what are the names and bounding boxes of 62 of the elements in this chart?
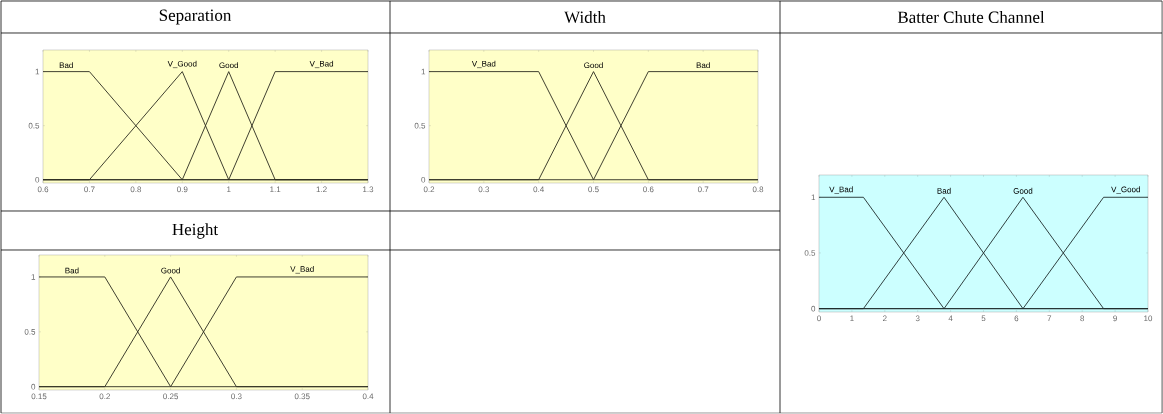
x-tick-label: 1 [850,315,854,322]
series-label: Good [584,62,603,69]
y-tick-label: 1 [31,274,36,280]
x-tick-label: 0.9 [177,186,188,193]
series-label: Good [219,62,238,69]
series-label: Good [161,267,180,274]
y-tick-label: 0 [35,176,40,183]
series-label: Bad [65,267,79,274]
y-tick-label: 0 [31,383,36,390]
series-label: V_Bad [471,60,496,69]
x-tick-label: 0.7 [697,186,709,193]
x-tick-label: 0.4 [533,186,544,193]
series-label: V_Bad [290,266,314,274]
chart-title: Batter Chute Channel [897,11,1045,23]
x-tick-label: 0.25 [163,393,179,400]
y-tick-label: 1 [811,194,816,201]
series-label: Bad [696,62,710,69]
x-tick-label: 1 [227,186,231,193]
x-tick-label: 3 [915,315,920,322]
x-tick-label: 0 [817,315,821,322]
x-tick-label: 0.8 [130,186,142,193]
x-tick-label: 0.7 [84,186,95,193]
series-label: Good [1013,187,1033,194]
series-label: V_Bad [829,186,853,194]
x-tick-label: 9 [1113,315,1117,322]
y-tick-label: 0.5 [28,122,40,129]
series-label: V_Good [1111,186,1140,194]
x-tick-label: 0.35 [294,393,310,400]
x-tick-label: 4 [948,315,953,322]
x-tick-label: 0.8 [752,186,764,193]
x-tick-label: 0.3 [231,393,242,400]
x-tick-label: 5 [981,315,986,322]
x-tick-label: 0.6 [37,186,49,193]
y-tick-label: 0.5 [804,250,816,256]
x-tick-label: 6 [1014,315,1019,322]
series-label: V_Good [167,60,197,69]
x-tick-label: 0.2 [423,186,435,193]
x-tick-label: 0.3 [478,186,490,193]
y-tick-label: 0.5 [414,122,426,129]
chart-title: Width [564,10,606,24]
x-tick-label: 0.5 [588,186,599,193]
y-tick-label: 0 [421,176,426,183]
x-tick-label: 7 [1047,315,1052,322]
series-label: Bad [59,62,73,69]
y-tick-label: 0 [811,305,816,312]
x-tick-label: 2 [882,315,887,322]
x-tick-label: 0.4 [362,393,374,400]
x-tick-label: 1.3 [363,186,374,193]
x-tick-label: 8 [1080,315,1085,322]
y-tick-label: 1 [421,68,426,75]
chart-title: Height [172,223,219,239]
x-tick-label: 0.6 [643,186,654,193]
x-tick-label: 0.2 [99,393,110,400]
x-tick-label: 10 [1144,315,1153,322]
series-label: Bad [937,187,951,194]
chart-title: Separation [159,9,232,25]
y-tick-label: 0.5 [24,328,36,335]
x-tick-label: 1.2 [316,186,327,193]
x-tick-label: 1.1 [270,186,281,193]
y-tick-label: 1 [35,68,40,75]
x-tick-label: 0.15 [31,393,47,400]
series-label: V_Bad [309,60,334,69]
